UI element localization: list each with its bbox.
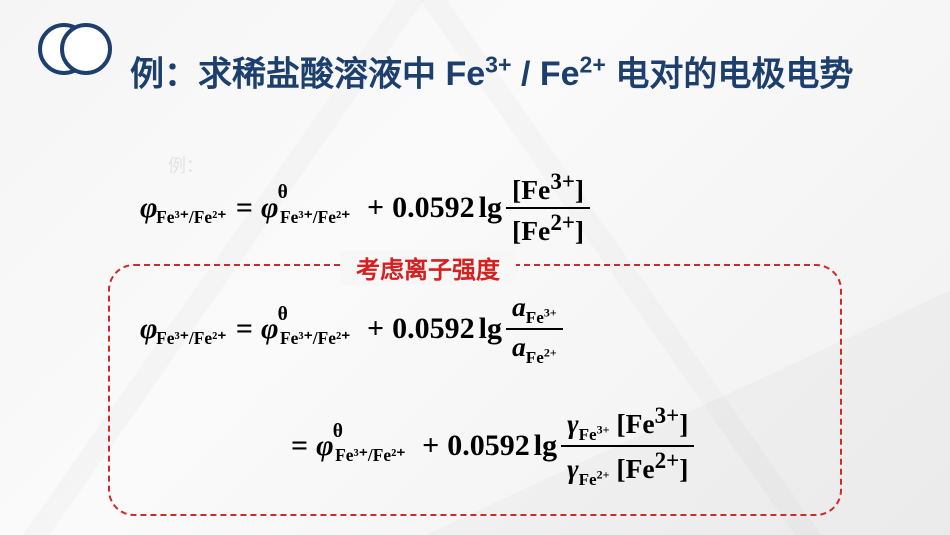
title-suffix: 电对的电极电势 xyxy=(606,55,853,93)
phi-std-subscript-3: Fe³⁺/Fe²⁺ xyxy=(335,445,405,466)
nernst-coeff-2: 0.0592 xyxy=(392,312,475,346)
gamma-numerator: γFe3+ [Fe3+] xyxy=(561,402,694,447)
gamma-denominator: γFe2+ [Fe2+] xyxy=(561,447,694,490)
conc-fraction: [Fe3+] [Fe2+] xyxy=(506,168,590,248)
theta-superscript: θ xyxy=(278,182,288,204)
plus-sign: + xyxy=(367,191,384,225)
gamma-fe3-sub: Fe3+ xyxy=(579,425,610,444)
gamma-fe2-sub: Fe2+ xyxy=(579,470,610,489)
lg-operator-2: lg xyxy=(479,312,502,346)
title-prefix: 例：求稀盐酸溶液中 xyxy=(130,55,445,93)
phi-subscript: Fe³⁺/Fe²⁺ xyxy=(156,207,226,228)
equation-gamma: = φθFe³⁺/Fe²⁺ + 0.0592lg γFe3+ [Fe3+] γF… xyxy=(283,402,694,491)
activity-fraction: aFe3+ aFe2+ xyxy=(506,290,563,368)
equals-sign-2: = xyxy=(236,312,253,346)
activity-numerator: aFe3+ xyxy=(506,290,563,330)
plus-sign-3: + xyxy=(422,429,439,463)
phi-std-symbol: φ xyxy=(261,191,279,225)
equation-activity: φFe³⁺/Fe²⁺ = φθFe³⁺/Fe²⁺ + 0.0592lg aFe3… xyxy=(140,290,563,368)
box-label: 考虑离子强度 xyxy=(340,250,516,285)
phi-std-symbol-2: φ xyxy=(261,312,279,346)
phi-std-symbol-3: φ xyxy=(316,429,334,463)
equals-sign: = xyxy=(236,191,253,225)
phi-subscript-2: Fe³⁺/Fe²⁺ xyxy=(156,328,226,349)
conc-numerator: [Fe3+] xyxy=(506,168,590,209)
title-ox-ion: Fe3+ xyxy=(445,55,511,93)
title-red-ion: Fe2+ xyxy=(540,55,606,93)
page-title: 例：求稀盐酸溶液中 Fe3+ / Fe2+ 电对的电极电势 xyxy=(130,48,910,100)
phi-std-subscript-2: Fe³⁺/Fe²⁺ xyxy=(280,328,350,349)
conc-denominator: [Fe2+] xyxy=(506,209,590,248)
phi-symbol: φ xyxy=(140,191,158,225)
nernst-coeff-3: 0.0592 xyxy=(447,429,530,463)
theta-superscript-2: θ xyxy=(278,304,288,326)
phi-symbol-2: φ xyxy=(140,312,158,346)
title-sep: / xyxy=(512,55,540,93)
a-fe2-sub: Fe2+ xyxy=(526,348,557,367)
equation-concentration: φFe³⁺/Fe²⁺ = φθFe³⁺/Fe²⁺ + 0.0592lg [Fe3… xyxy=(140,168,590,248)
phi-std-subscript: Fe³⁺/Fe²⁺ xyxy=(280,207,350,228)
lg-operator-3: lg xyxy=(534,429,557,463)
equals-sign-3: = xyxy=(291,429,308,463)
nernst-coeff: 0.0592 xyxy=(392,191,475,225)
plus-sign-2: + xyxy=(367,312,384,346)
title-block: 例：求稀盐酸溶液中 Fe3+ / Fe2+ 电对的电极电势 xyxy=(130,48,910,100)
a-fe3-sub: Fe3+ xyxy=(526,308,557,327)
theta-superscript-3: θ xyxy=(333,421,343,443)
gamma-fraction: γFe3+ [Fe3+] γFe2+ [Fe2+] xyxy=(561,402,694,491)
lg-operator: lg xyxy=(479,191,502,225)
activity-denominator: aFe2+ xyxy=(506,330,563,368)
venn-logo xyxy=(36,22,116,76)
